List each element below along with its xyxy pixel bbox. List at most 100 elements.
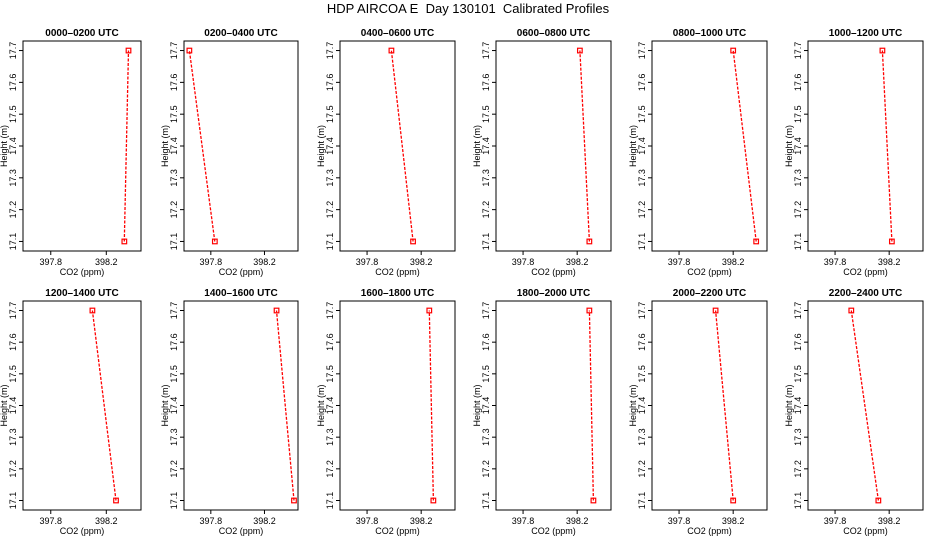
profile-panel: 0600–0800 UTC 17.1 17.2 17.3 17.4 17.5 17.6 17.… <box>472 28 612 277</box>
y-tick-label: 17.4 <box>169 397 179 415</box>
x-tick-label: 397.8 <box>200 516 223 526</box>
y-axis-label: Height (m) <box>784 384 794 426</box>
y-tick-label: 17.6 <box>481 333 491 351</box>
profile-panel: 0400–0600 UTC 17.1 17.2 17.3 17.4 17.5 17.6 17.… <box>316 28 456 277</box>
y-tick-label: 17.5 <box>637 105 647 123</box>
y-tick-label: 17.4 <box>481 137 491 155</box>
y-tick-label: 17.6 <box>325 333 335 351</box>
y-axis-label: Height (m) <box>784 125 794 167</box>
y-tick-label: 17.7 <box>169 42 179 60</box>
y-tick-label: 17.4 <box>325 397 335 415</box>
profile-panel: 0200–0400 UTC 17.1 17.2 17.3 17.4 17.5 17.6 17.… <box>160 28 299 277</box>
plot-frame <box>22 300 142 511</box>
data-point-marker <box>410 238 416 245</box>
x-axis-label: CO2 (ppm) <box>60 267 105 277</box>
panel-title: 2000–2200 UTC <box>673 288 746 299</box>
y-tick-label: 17.3 <box>325 169 335 187</box>
plot-frame <box>339 40 456 252</box>
x-axis-label: CO2 (ppm) <box>219 267 264 277</box>
y-axis-label: Height (m) <box>0 384 9 426</box>
data-point-marker <box>730 497 737 504</box>
y-tick-label: 17.3 <box>8 428 18 446</box>
x-tick-label: 398.2 <box>878 257 901 267</box>
x-tick-label: 398.2 <box>722 257 745 267</box>
y-tick-label: 17.1 <box>637 492 647 510</box>
profile-line <box>91 310 117 501</box>
y-tick-label: 17.1 <box>325 492 335 510</box>
y-tick-label: 17.4 <box>481 397 491 415</box>
x-tick-label: 397.8 <box>39 516 62 526</box>
y-tick-label: 17.6 <box>169 333 179 351</box>
y-tick-label: 17.7 <box>169 302 179 320</box>
y-tick-label: 17.2 <box>481 460 491 478</box>
x-tick-label: 397.8 <box>39 257 62 267</box>
y-tick-label: 17.5 <box>793 365 803 383</box>
y-tick-label: 17.7 <box>793 302 803 320</box>
x-tick-label: 398.2 <box>253 257 276 267</box>
x-axis-label: CO2 (ppm) <box>843 526 888 536</box>
y-tick-label: 17.6 <box>481 74 491 92</box>
x-tick-label: 398.2 <box>95 516 118 526</box>
y-tick-label: 17.3 <box>169 428 179 446</box>
x-tick-label: 397.8 <box>356 257 379 267</box>
panel-title: 2200–2400 UTC <box>829 288 902 299</box>
x-tick-label: 398.2 <box>566 516 589 526</box>
x-axis-label: CO2 (ppm) <box>375 526 420 536</box>
x-tick-label: 398.2 <box>878 516 901 526</box>
y-tick-label: 17.2 <box>325 201 335 219</box>
profile-line <box>732 50 757 242</box>
y-tick-label: 17.5 <box>481 105 491 123</box>
data-point-marker <box>590 497 597 504</box>
profile-line <box>390 50 414 242</box>
data-point-marker <box>113 497 119 504</box>
y-tick-label: 17.4 <box>637 397 647 415</box>
x-tick-label: 398.2 <box>410 516 433 526</box>
plot-frame <box>339 300 456 511</box>
x-axis-label: CO2 (ppm) <box>687 526 732 536</box>
y-axis-label: Height (m) <box>316 125 326 167</box>
x-axis-label: CO2 (ppm) <box>687 267 732 277</box>
y-tick-label: 17.1 <box>481 492 491 510</box>
y-tick-label: 17.4 <box>169 137 179 155</box>
y-axis-label: Height (m) <box>0 125 9 167</box>
y-tick-label: 17.3 <box>793 428 803 446</box>
panel-title: 1200–1400 UTC <box>45 288 118 299</box>
data-point-marker <box>712 307 719 314</box>
y-tick-label: 17.3 <box>637 169 647 187</box>
data-point-marker <box>875 497 882 504</box>
profile-panel: 2000–2200 UTC 17.1 17.2 17.3 17.4 17.5 17.6 17.… <box>628 288 768 536</box>
profile-line <box>188 50 216 242</box>
data-point-marker <box>291 497 297 504</box>
y-tick-label: 17.7 <box>637 302 647 320</box>
y-tick-label: 17.6 <box>793 74 803 92</box>
profile-line <box>850 310 880 501</box>
y-tick-label: 17.1 <box>481 233 491 251</box>
panel-title: 0400–0600 UTC <box>361 28 434 39</box>
y-tick-label: 17.2 <box>8 460 18 478</box>
data-point-marker <box>426 307 433 314</box>
x-axis-label: CO2 (ppm) <box>219 526 264 536</box>
y-tick-label: 17.2 <box>169 201 179 219</box>
y-tick-label: 17.2 <box>325 460 335 478</box>
data-point-marker <box>89 307 96 314</box>
y-tick-label: 17.7 <box>325 42 335 60</box>
y-tick-label: 17.5 <box>325 105 335 123</box>
y-tick-label: 17.5 <box>793 105 803 123</box>
profile-panel: 2200–2400 UTC 17.1 17.2 17.3 17.4 17.5 17.6 17.… <box>784 288 924 536</box>
panel-title: 1000–1200 UTC <box>829 28 902 39</box>
plot-frame <box>807 40 924 252</box>
data-point-marker <box>430 497 437 504</box>
y-axis-label: Height (m) <box>160 125 170 167</box>
y-tick-label: 17.5 <box>169 365 179 383</box>
y-tick-label: 17.5 <box>169 105 179 123</box>
profile-line <box>123 50 130 242</box>
y-tick-label: 17.7 <box>481 302 491 320</box>
y-tick-label: 17.2 <box>637 201 647 219</box>
y-tick-label: 17.2 <box>169 460 179 478</box>
profile-panel: 1600–1800 UTC 17.1 17.2 17.3 17.4 17.5 17.6 17.… <box>316 288 456 536</box>
y-tick-label: 17.4 <box>325 137 335 155</box>
data-point-marker <box>753 238 760 245</box>
y-tick-label: 17.4 <box>793 137 803 155</box>
x-axis-label: CO2 (ppm) <box>531 526 576 536</box>
